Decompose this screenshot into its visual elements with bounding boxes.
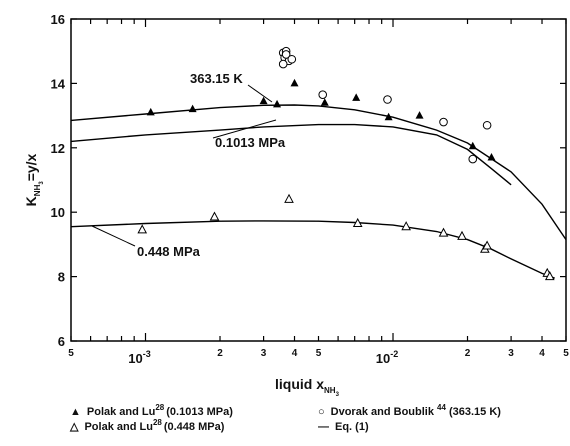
filled-triangle-point (188, 104, 197, 113)
legend-entry-eq1: — Eq. (1) (318, 421, 369, 433)
x-axis-title: liquid xNH3 (275, 376, 340, 398)
open-circle-point (287, 54, 297, 64)
legend: ▲ Polak and Lu28 (0.1013 MPa) ○ Dvorak and … (69, 403, 501, 433)
data-points (137, 46, 555, 281)
y-axis-title: KNH3=y/x (23, 153, 45, 206)
legend-ref: 44 (437, 403, 446, 412)
x-minor-tick-label: 5 (68, 348, 74, 359)
open-triangle-point (401, 221, 411, 231)
filled-triangle-point (290, 78, 299, 87)
annotation-leader-0448mpa (91, 225, 136, 247)
x-axis-title-main: liquid x (275, 376, 324, 392)
y-axis-title-sub: NH (33, 184, 42, 196)
open-circle-point (383, 95, 392, 104)
y-tick-label: 14 (51, 76, 66, 91)
filled-triangle-point (273, 99, 282, 108)
filled-triangle-point (259, 96, 268, 105)
legend-name: Polak and Lu (87, 406, 155, 418)
x-minor-tick-label: 4 (292, 348, 298, 359)
legend-entry-polak-01013: ▲ Polak and Lu28 (0.1013 MPa) (70, 403, 233, 418)
open-circle-point (482, 120, 492, 130)
x-minor-tick-label: 4 (539, 348, 545, 359)
open-circle-point (468, 154, 478, 164)
legend-symbol-open-triangle: △ (69, 421, 79, 433)
x-major-tick-exponent: -3 (143, 349, 151, 359)
open-circle-point (318, 90, 328, 99)
filled-triangle-point (468, 141, 477, 150)
annotations: 363.15 K 0.1013 MPa 0.448 MPa (91, 71, 286, 259)
x-major-tick-label: 10-3 (128, 349, 150, 366)
open-triangle-point (209, 211, 220, 221)
legend-symbol-open-circle: ○ (318, 406, 325, 418)
legend-entry-dvorak: ○ Dvorak and Boublik 44 (363.15 K) (318, 403, 501, 418)
x-major-tick-mantissa: 10 (128, 351, 142, 366)
annotation-363k: 363.15 K (190, 71, 243, 86)
y-tick-label: 12 (51, 141, 65, 156)
annotation-leader-363k (247, 84, 273, 103)
open-triangle-point (284, 193, 294, 203)
x-axis-title-sub2: 3 (336, 392, 340, 398)
x-minor-tick-label: 5 (316, 348, 322, 359)
y-axis-title-rest: =y/x (23, 153, 39, 181)
legend-ref: 28 (153, 418, 162, 427)
annotation-leader-01013mpa (212, 119, 277, 139)
legend-symbol-line: — (318, 421, 329, 433)
open-circle-point (281, 50, 291, 59)
fit-curve-line (70, 220, 555, 279)
y-axis-title-sub2: 3 (39, 181, 45, 185)
filled-triangle-point (320, 98, 329, 106)
x-minor-tick-label: 3 (508, 348, 514, 359)
x-minor-tick-label: 2 (217, 348, 223, 359)
open-triangle-point (482, 240, 492, 250)
legend-condition: (363.15 K) (446, 406, 501, 418)
y-tick-label: 10 (51, 205, 65, 220)
legend-symbol-filled-triangle: ▲ (70, 406, 81, 418)
open-triangle-point (544, 271, 555, 281)
legend-name: Dvorak and Boublik (331, 406, 437, 418)
legend-condition: (0.448 MPa) (164, 421, 225, 433)
y-tick-label: 8 (58, 270, 65, 285)
x-major-tick-label: 10-2 (376, 349, 398, 366)
legend-ref: 28 (155, 403, 164, 412)
plot-frame (70, 18, 567, 342)
fit-curve-line (70, 104, 567, 240)
y-tick-label: 16 (51, 12, 65, 27)
open-triangle-point (457, 230, 467, 240)
legend-name: Eq. (1) (335, 421, 369, 433)
legend-condition: (0.1013 MPa) (166, 406, 233, 418)
open-circle-point (439, 117, 448, 127)
y-axis-title-k: K (23, 196, 39, 206)
open-circle-point (278, 59, 288, 69)
x-axis-title-sub: NH (324, 386, 336, 395)
filled-triangle-point (415, 111, 424, 119)
x-major-tick-mantissa: 10 (376, 351, 390, 366)
open-triangle-point (438, 227, 449, 237)
y-tick-label: 6 (58, 334, 65, 349)
filled-triangle-point (487, 152, 496, 161)
filled-triangle-point (146, 107, 155, 116)
x-major-tick-exponent: -2 (390, 349, 398, 359)
x-minor-tick-label: 2 (465, 348, 471, 359)
x-minor-tick-label: 3 (261, 348, 267, 359)
x-minor-tick-label: 5 (563, 348, 569, 359)
filled-triangle-point (352, 93, 361, 101)
annotation-01013mpa: 0.1013 MPa (215, 135, 286, 150)
legend-entry-polak-0448: △ Polak and Lu28 (0.448 MPa) (69, 418, 225, 433)
legend-name: Polak and Lu (84, 421, 152, 433)
annotation-0448mpa: 0.448 MPa (137, 244, 201, 259)
open-triangle-point (352, 217, 363, 227)
filled-triangle-point (384, 112, 393, 121)
open-triangle-point (137, 224, 148, 234)
